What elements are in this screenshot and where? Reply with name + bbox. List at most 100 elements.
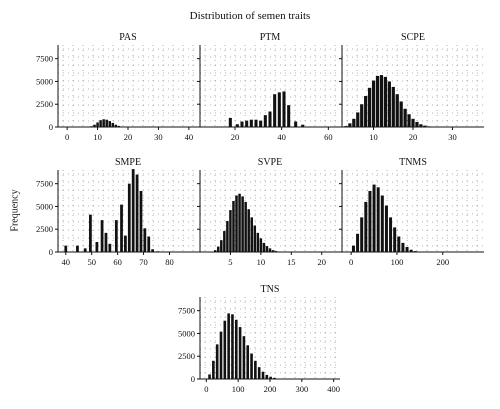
histogram-bar — [227, 313, 230, 379]
histogram-bar — [360, 104, 364, 127]
histogram-bar — [232, 200, 235, 252]
histogram-panel-tnms: TNMS 0 100 200 — [339, 157, 484, 267]
histogram-bar — [215, 344, 219, 379]
histogram-bar — [344, 126, 348, 127]
histogram-bar — [64, 245, 68, 252]
histogram-bar — [259, 238, 263, 252]
histogram-bar — [76, 245, 79, 252]
histogram-panel-tns: TNS 0 2500 5000 7500 0 100 200 300 400 — [178, 284, 340, 394]
histogram-bar — [380, 195, 384, 252]
histogram-bar — [246, 345, 250, 379]
histogram-bar — [348, 123, 352, 127]
histogram-bar — [356, 112, 360, 127]
histogram-bar — [301, 124, 305, 127]
x-tick-label: 20 — [231, 132, 240, 142]
histogram-bar — [411, 118, 415, 127]
histogram-bar — [401, 242, 405, 252]
x-tick-label: 30 — [154, 132, 163, 142]
histogram-bar — [117, 125, 121, 127]
histogram-bar — [372, 184, 376, 252]
histogram-bar — [99, 120, 102, 127]
histogram-bar — [254, 119, 258, 127]
histogram-bar — [391, 86, 395, 127]
histogram-bar — [235, 195, 238, 252]
histogram-bar — [90, 126, 93, 127]
histogram-bar — [419, 124, 423, 127]
x-tick-label: 400 — [327, 384, 340, 394]
x-tick-label: 0 — [204, 384, 208, 394]
histogram-bar — [256, 232, 260, 252]
histogram-bar — [156, 251, 160, 252]
histogram-bar — [383, 76, 388, 127]
histogram-bar — [100, 220, 104, 252]
histogram-bar — [259, 120, 263, 127]
y-tick-label: 5000 — [36, 201, 53, 211]
panel-title: TNS — [261, 284, 280, 295]
histogram-bar — [269, 376, 272, 379]
histogram-bar — [244, 201, 247, 252]
histogram-bar — [271, 250, 275, 252]
histogram-bar — [409, 249, 413, 252]
histogram-bar — [238, 193, 241, 252]
x-tick-label: 20 — [409, 132, 418, 142]
histogram-bar — [379, 75, 384, 127]
histogram-bar — [217, 246, 220, 252]
histogram-bar — [250, 217, 253, 252]
histogram-bar — [371, 80, 376, 127]
histogram-bar — [241, 196, 244, 252]
histogram-bar — [120, 204, 123, 252]
histogram-bar — [407, 114, 411, 127]
x-tick-label: 40 — [62, 257, 71, 267]
y-tick-label: 7500 — [178, 306, 195, 316]
x-tick-label: 0 — [349, 257, 353, 267]
x-tick-label: 60 — [324, 132, 333, 142]
histogram-bar — [356, 233, 360, 252]
histogram-bar — [229, 210, 232, 252]
panel-title: SCPE — [401, 32, 425, 43]
histogram-bar — [93, 124, 96, 127]
x-tick-label: 300 — [295, 384, 308, 394]
x-tick-label: 40 — [185, 132, 194, 142]
x-tick-label: 40 — [277, 132, 286, 142]
histogram-bar — [367, 87, 372, 127]
histogram-bar — [351, 245, 355, 252]
histogram-bar — [231, 314, 234, 379]
histogram-bar — [254, 360, 257, 379]
histogram-bar — [427, 126, 431, 127]
y-tick-label: 2500 — [36, 224, 53, 234]
histogram-bar — [265, 246, 269, 252]
panel-title: SVPE — [258, 157, 282, 168]
histogram-bar — [234, 319, 238, 379]
x-tick-label: 200 — [264, 384, 277, 394]
y-tick-label: 5000 — [36, 76, 53, 86]
x-tick-label: 80 — [165, 257, 174, 267]
histogram-bar — [213, 250, 217, 252]
y-tick-label: 7500 — [36, 54, 53, 64]
histogram-bar — [261, 371, 265, 379]
histogram-bar — [352, 118, 356, 127]
y-tick-label: 2500 — [36, 99, 53, 109]
histogram-bar — [249, 119, 253, 127]
histogram-bar — [139, 190, 143, 252]
histogram-bar — [413, 251, 417, 252]
histogram-bar — [104, 232, 108, 252]
y-tick-label: 0 — [191, 374, 195, 384]
histogram-bar — [397, 236, 401, 252]
histogram-bar — [147, 236, 151, 252]
histogram-bar — [247, 209, 250, 252]
x-tick-label: 60 — [113, 257, 122, 267]
histogram-bar — [273, 94, 277, 127]
y-tick-label: 2500 — [178, 351, 195, 361]
histogram-bar — [127, 183, 131, 252]
histogram-bar — [360, 217, 364, 252]
x-tick-label: 5 — [228, 257, 232, 267]
histogram-bar — [245, 120, 249, 127]
histogram-bar — [253, 225, 257, 252]
x-tick-label: 100 — [391, 257, 404, 267]
histogram-bar — [114, 124, 118, 127]
histogram-panel-pas: PAS 0 2500 5000 7500 0 10 20 30 40 — [36, 32, 198, 142]
histogram-bar — [223, 320, 227, 379]
histogram-bar — [151, 249, 155, 252]
histogram-bar — [108, 243, 112, 252]
